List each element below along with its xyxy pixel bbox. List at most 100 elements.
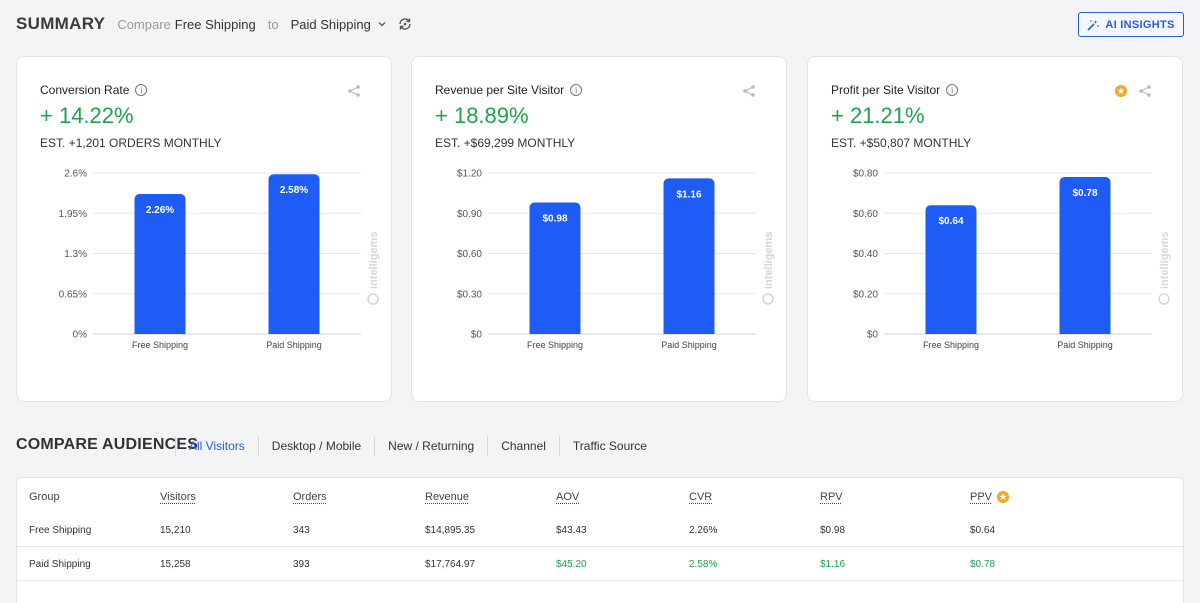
column-header-orders[interactable]: Orders [293,480,327,514]
y-tick-label: 1.95% [59,209,87,220]
cell-orders: 393 [293,548,310,580]
compare-audiences-title: COMPARE AUDIENCES [16,436,198,454]
x-tick-label: Paid Shipping [1057,340,1113,350]
bar-base [1060,328,1111,334]
y-tick-label: $0.30 [457,289,482,300]
watermark-logo [368,294,378,304]
page-title: SUMMARY [16,14,105,34]
table-row: Free Shipping 15,210 343 $14,895.35 $43.… [17,514,1183,547]
tab-all-visitors[interactable]: All Visitors [175,436,258,456]
ai-insights-button[interactable]: AI INSIGHTS [1078,12,1184,37]
info-icon[interactable]: i [570,84,582,96]
column-header-rpv[interactable]: RPV [820,480,843,514]
bar-base [664,328,715,334]
column-header-ppv-wrap: PPV [970,480,1009,514]
card-title: Profit per Site Visitor i [831,83,958,97]
bar-base [135,328,186,334]
cell-revenue: $17,764.97 [425,548,475,580]
y-tick-label: 0% [73,330,88,341]
card-title-text: Conversion Rate [40,83,129,97]
watermark-text: intelligems [368,232,380,289]
bar [1060,177,1111,334]
star-icon [1115,85,1127,97]
tab-new-returning[interactable]: New / Returning [374,436,487,456]
bar [664,178,715,334]
compare-label: Compare [117,17,170,32]
card-title-text: Profit per Site Visitor [831,83,940,97]
share-icon[interactable] [742,84,756,98]
to-label: to [268,17,279,32]
y-tick-label: $0.90 [457,209,482,220]
card-title: Conversion Rate i [40,83,147,97]
cell-aov: $43.43 [556,514,587,546]
x-tick-label: Free Shipping [923,340,979,350]
star-icon [997,491,1009,503]
column-header-cvr[interactable]: CVR [689,480,712,514]
baseline-group: Free Shipping [175,17,256,32]
column-header-group: Group [29,480,60,514]
cell-group: Paid Shipping [29,548,91,580]
y-tick-label: $0.40 [853,249,878,260]
bar [269,174,320,334]
watermark-logo [1159,294,1169,304]
card-title: Revenue per Site Visitor i [435,83,582,97]
metric-card-conversion-rate: Conversion Rate i + 14.22% EST. +1,201 O… [16,56,392,402]
y-tick-label: $0.60 [457,249,482,260]
cell-group: Free Shipping [29,514,91,546]
bar-value-label: $0.64 [938,216,963,227]
y-tick-label: 2.6% [64,169,87,180]
metric-card-revenue-per-visitor: Revenue per Site Visitor i + 18.89% EST.… [411,56,787,402]
watermark-text: intelligems [1159,232,1171,289]
bar-value-label: 2.26% [146,205,174,216]
cell-orders: 343 [293,514,310,546]
swap-icon[interactable] [397,16,413,32]
info-icon[interactable]: i [135,84,147,96]
share-icon[interactable] [1138,84,1152,98]
info-icon[interactable]: i [946,84,958,96]
y-tick-label: 0.65% [59,289,87,300]
magic-wand-icon [1087,19,1099,31]
estimate-text: EST. +$69,299 MONTHLY [435,136,575,150]
cell-ppv: $0.78 [970,548,995,580]
tab-channel[interactable]: Channel [487,436,559,456]
variant-dropdown[interactable]: Paid Shipping [291,17,387,32]
cell-aov: $45.20 [556,548,587,580]
y-tick-label: $0 [867,330,879,341]
cell-cvr: 2.58% [689,548,717,580]
cell-revenue: $14,895.35 [425,514,475,546]
column-header-aov[interactable]: AOV [556,480,579,514]
lift-value: + 18.89% [435,103,529,129]
share-icon[interactable] [347,84,361,98]
table-header-row: Group Visitors Orders Revenue AOV CVR RP… [17,480,1183,514]
bar-value-label: $1.16 [676,189,701,200]
column-header-visitors[interactable]: Visitors [160,480,196,514]
variant-dropdown-value: Paid Shipping [291,17,371,32]
tab-traffic-source[interactable]: Traffic Source [559,436,660,456]
audience-tabs: All Visitors Desktop / Mobile New / Retu… [175,435,660,457]
y-tick-label: $0 [471,330,483,341]
bar-base [926,328,977,334]
cell-rpv: $0.98 [820,514,845,546]
cell-visitors: 15,258 [160,548,191,580]
card-title-text: Revenue per Site Visitor [435,83,564,97]
watermark-text: intelligems [763,232,775,289]
bar-chart-profit-per-visitor: $0 $0.20 $0.40 $0.60 $0.80 $0.64 Free Shipping… [822,165,1172,355]
cell-ppv: $0.64 [970,514,995,546]
summary-header: SUMMARY Compare Free Shipping to Paid Sh… [16,10,1184,38]
cell-visitors: 15,210 [160,514,191,546]
bar-value-label: $0.98 [542,214,567,225]
bar-base [530,328,581,334]
y-tick-label: $0.60 [853,209,878,220]
y-tick-label: $1.20 [457,169,482,180]
y-tick-label: 1.3% [64,249,87,260]
x-tick-label: Free Shipping [132,340,188,350]
bar-value-label: $0.78 [1072,188,1097,199]
tab-desktop-mobile[interactable]: Desktop / Mobile [258,436,374,456]
lift-value: + 21.21% [831,103,925,129]
column-header-revenue[interactable]: Revenue [425,480,469,514]
x-tick-label: Free Shipping [527,340,583,350]
bar-chart-revenue-per-visitor: $0 $0.30 $0.60 $0.90 $1.20 $0.98 Free Shipping… [426,165,776,355]
x-tick-label: Paid Shipping [661,340,717,350]
lift-value: + 14.22% [40,103,134,129]
column-header-ppv[interactable]: PPV [970,491,992,503]
